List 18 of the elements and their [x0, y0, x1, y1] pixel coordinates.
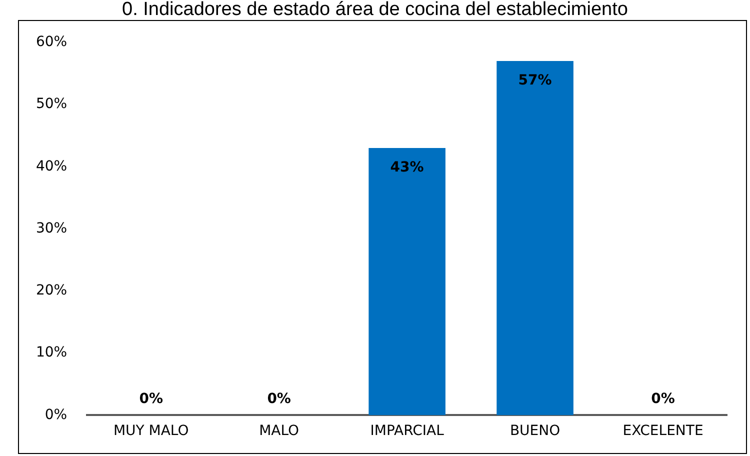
data-label: 57% [518, 72, 552, 89]
data-label: 0% [267, 390, 291, 407]
y-tick-label: 30% [36, 220, 68, 236]
x-tick-label: MUY MALO [113, 423, 189, 440]
data-label: 43% [390, 160, 424, 176]
y-tick-label: 50% [36, 96, 68, 112]
y-tick-label: 60% [36, 34, 68, 50]
y-tick-label: 40% [36, 158, 68, 174]
y-tick-label: 20% [36, 282, 68, 299]
chart-title: 0. Indicadores de estado área de cocina del establecimiento [121, 0, 629, 20]
x-tick-label: IMPARCIAL [370, 423, 444, 440]
x-tick-label: MALO [259, 423, 300, 440]
y-tick-label: 10% [36, 344, 68, 361]
data-label: 0% [139, 390, 163, 407]
x-tick-label: EXCELENTE [622, 423, 704, 440]
y-tick-label: 0% [44, 406, 68, 423]
x-tick-label: BUENO [510, 423, 560, 440]
data-label: 0% [651, 390, 675, 407]
